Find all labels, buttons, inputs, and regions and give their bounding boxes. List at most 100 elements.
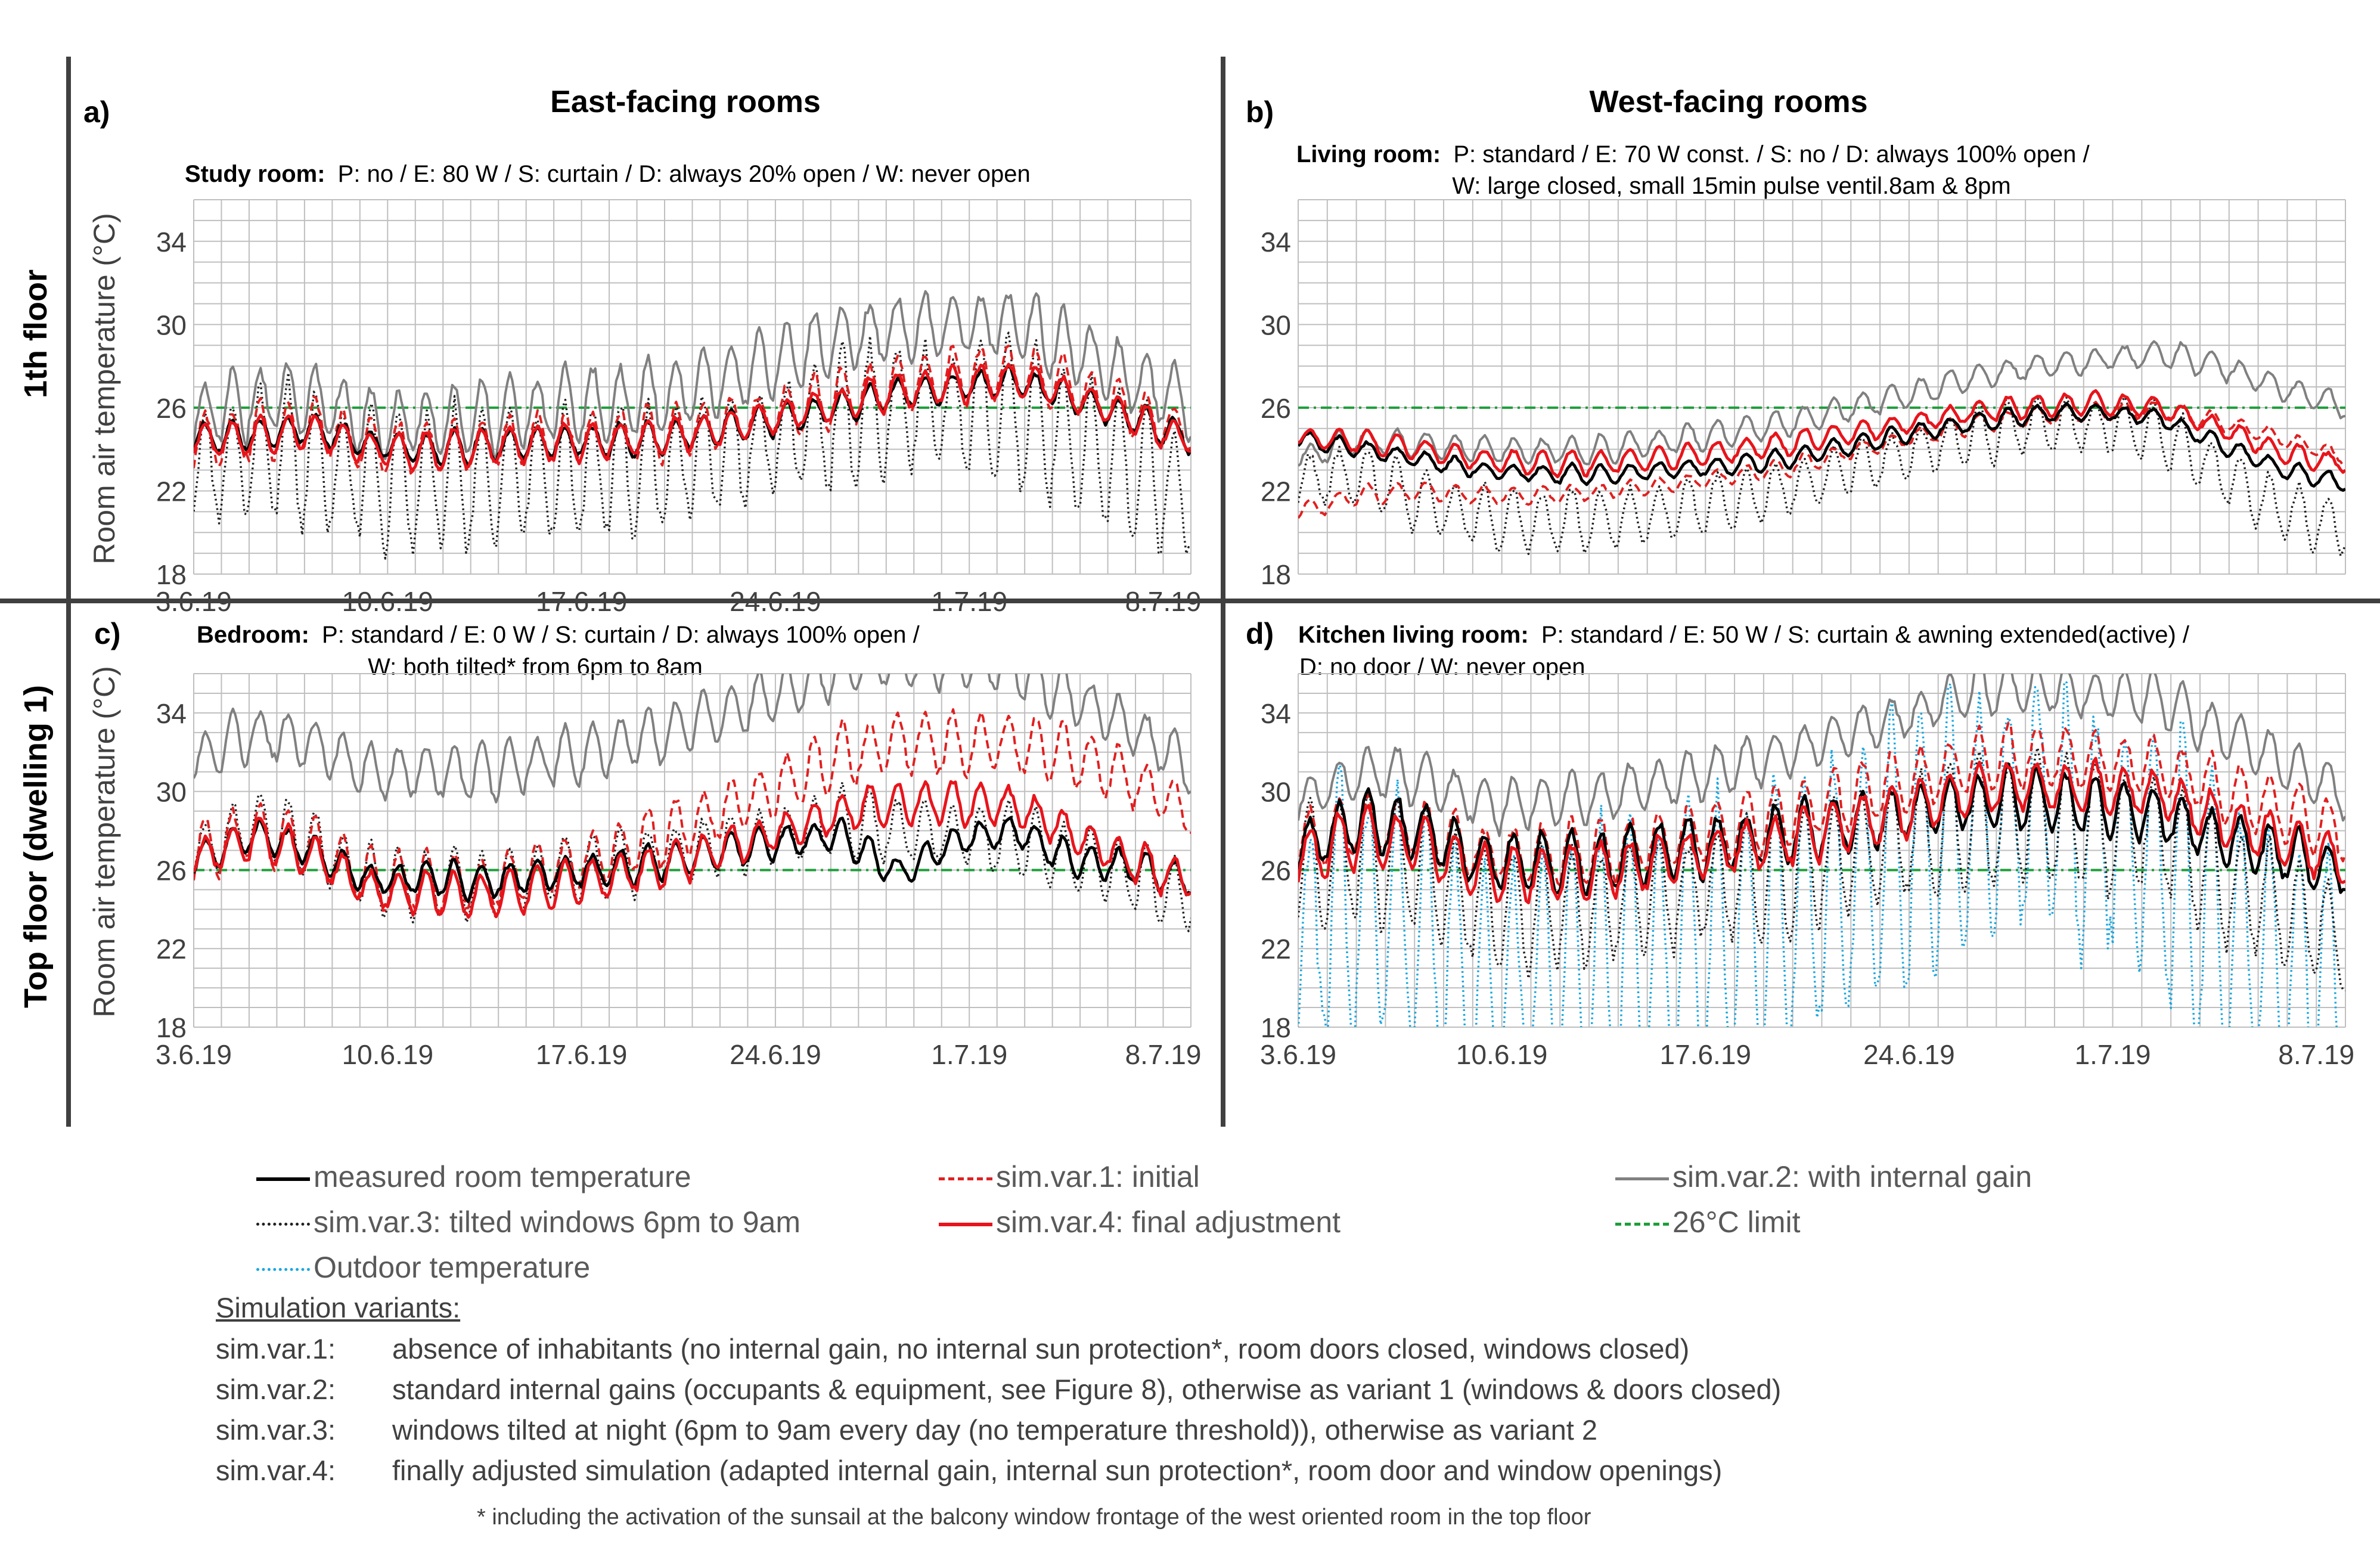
legend-label: sim.var.1: initial — [996, 1160, 1200, 1193]
room-details: Study room: P: no / E: 80 W / S: curtain… — [185, 161, 1031, 187]
y-axis-label: Room air temperature (°C) — [88, 213, 121, 565]
x-tick-label: 10.6.19 — [342, 586, 433, 617]
notes-key: sim.var.2: — [216, 1374, 336, 1405]
y-tick-label: 34 — [1261, 227, 1291, 258]
panel-b: b) West-facing rooms Living room: P: sta… — [1246, 85, 2346, 590]
room-details-line1: P: standard / E: 0 W / S: curtain / D: a… — [322, 622, 920, 648]
panel-label: b) — [1246, 95, 1274, 129]
series-line-sim-var-1-initial — [194, 708, 1191, 913]
legend-swatch — [1615, 1177, 1669, 1181]
y-tick-label: 34 — [1261, 698, 1291, 729]
legend-swatch — [256, 1223, 310, 1226]
plot-area: 18 22 26 30 34 3.6.19 10.6.19 17.6.19 24.6.19 1.7… — [156, 673, 1202, 1070]
panel-label: a) — [83, 95, 110, 129]
x-tick-label: 17.6.19 — [536, 586, 627, 617]
room-name: Kitchen living room: — [1298, 622, 1529, 648]
y-tick-label: 30 — [156, 309, 187, 340]
plot-area: 18 22 26 30 34 3.6.19 10.6.19 17.6.19 24.6.19 1.7… — [1260, 673, 2354, 1070]
series-line-sim-var-1-initial — [1298, 401, 2345, 519]
y-tick-label: 22 — [156, 934, 187, 965]
x-tick-label: 8.7.19 — [1125, 1039, 1202, 1070]
x-tick-label: 17.6.19 — [536, 1039, 627, 1070]
room-name: Bedroom: — [197, 622, 309, 648]
y-tick-label: 34 — [156, 227, 187, 258]
y-tick-label: 26 — [156, 393, 187, 424]
notes-row: sim.var.1: absence of inhabitants (no int… — [216, 1329, 1781, 1369]
series-line-sim-var-2-with-internal-gain — [194, 674, 1191, 804]
y-tick-label: 26 — [1261, 393, 1291, 424]
legend-label: Outdoor temperature — [314, 1251, 591, 1284]
x-tick-label: 10.6.19 — [342, 1039, 433, 1070]
y-tick-label: 22 — [1261, 476, 1291, 507]
series-line-sim-var-2-with-internal-gain — [1298, 674, 2345, 838]
series-line-sim-var-4-final-adjustment — [1298, 757, 2345, 904]
room-details-line2: W: large closed, small 15min pulse venti… — [1452, 173, 2010, 199]
y-tick-label: 22 — [1261, 934, 1291, 965]
simulation-notes: Simulation variants: sim.var.1: absence o… — [216, 1291, 1781, 1491]
y-tick-label: 18 — [1261, 559, 1291, 590]
x-tick-label: 1.7.19 — [931, 586, 1007, 617]
panel-c: c) Bedroom: P: standard / E: 0 W / S: cu… — [88, 617, 1201, 1070]
notes-text: absence of inhabitants (no internal gain… — [392, 1333, 1690, 1365]
notes-text: finally adjusted simulation (adapted int… — [392, 1455, 1723, 1486]
legend-item-simvar1: sim.var.1: initial — [939, 1159, 1200, 1194]
x-tick-label: 24.6.19 — [1863, 1039, 1954, 1070]
column-title: East-facing rooms — [550, 85, 821, 119]
room-details-line1: P: standard / E: 50 W / S: curtain & awn… — [1541, 622, 2190, 648]
series-line-sim-var-2-with-internal-gain — [1298, 340, 2345, 467]
legend-label: 26°C limit — [1672, 1205, 1801, 1239]
panel-d: d) Kitchen living room: P: standard / E:… — [1246, 617, 2354, 1070]
notes-row: sim.var.3: windows tilted at night (6pm t… — [216, 1410, 1781, 1450]
room-details-line1: P: standard / E: 70 W const. / S: no / D… — [1453, 141, 2090, 168]
series-line-sim-var-4-final-adjustment — [194, 362, 1191, 471]
legend-label: sim.var.4: final adjustment — [996, 1205, 1341, 1239]
y-tick-label: 18 — [156, 559, 187, 590]
series-line-sim-var-4-final-adjustment — [194, 780, 1191, 919]
legend-swatch — [1615, 1223, 1669, 1226]
y-tick-label: 22 — [156, 476, 187, 507]
x-tick-label: 24.6.19 — [730, 1039, 821, 1070]
legend-swatch — [256, 1268, 310, 1272]
y-axis-label: Room air temperature (°C) — [88, 666, 121, 1018]
room-details: Kitchen living room: P: standard / E: 50… — [1298, 622, 2190, 648]
plot-area: 18 22 26 30 34 3.6.19 10.6.19 17.6.19 24.6.19 1.7… — [156, 199, 1202, 617]
legend-item-simvar2: sim.var.2: with internal gain — [1615, 1159, 2032, 1194]
x-tick-label: 8.7.19 — [2278, 1039, 2354, 1070]
room-name: Study room: — [185, 161, 325, 187]
legend-item-measured: measured room temperature — [256, 1159, 691, 1194]
footnote: * including the activation of the sunsai… — [477, 1505, 1591, 1530]
row-label-top-floor: Top floor (dwelling 1) — [18, 685, 54, 1008]
series-line-sim-var-2-with-internal-gain — [194, 290, 1191, 460]
notes-text: windows tilted at night (6pm to 9am ever… — [392, 1414, 1597, 1446]
x-tick-label: 10.6.19 — [1456, 1039, 1547, 1070]
notes-text: standard internal gains (occupants & equ… — [392, 1374, 1782, 1405]
y-tick-label: 30 — [1261, 777, 1291, 808]
series-line-measured-room-temperature — [1298, 402, 2345, 492]
room-details-line1: P: no / E: 80 W / S: curtain / D: always… — [338, 161, 1031, 187]
series-line-outdoor-temperature — [1298, 681, 2338, 1027]
y-tick-label: 26 — [156, 855, 187, 886]
notes-key: sim.var.4: — [216, 1455, 336, 1486]
legend-item-simvar3: sim.var.3: tilted windows 6pm to 9am — [256, 1205, 800, 1239]
panel-a: a) East-facing rooms Study room: P: no /… — [83, 85, 1201, 617]
y-tick-label: 30 — [156, 777, 187, 808]
x-tick-label: 1.7.19 — [2075, 1039, 2151, 1070]
series-line-sim-var-4-final-adjustment — [1298, 389, 2345, 479]
notes-row: sim.var.2: standard internal gains (occup… — [216, 1369, 1781, 1410]
legend-item-outdoor: Outdoor temperature — [256, 1250, 590, 1285]
legend-label: sim.var.2: with internal gain — [1672, 1160, 2033, 1193]
x-tick-label: 17.6.19 — [1660, 1039, 1751, 1070]
row-label-first-floor: 1th floor — [18, 269, 54, 398]
y-tick-label: 34 — [156, 698, 187, 729]
series-line-sim-var-3-tilted-windows-6pm-to-9am — [194, 781, 1191, 932]
plot-area: 18 22 26 30 34 — [1261, 199, 2346, 590]
x-tick-label: 3.6.19 — [1260, 1039, 1336, 1070]
room-details-line2: D: no door / W: never open — [1299, 654, 1585, 680]
x-tick-label: 1.7.19 — [931, 1039, 1007, 1070]
x-tick-label: 8.7.19 — [1125, 586, 1202, 617]
x-tick-label: 3.6.19 — [156, 586, 232, 617]
room-details: Bedroom: P: standard / E: 0 W / S: curta… — [197, 622, 920, 648]
room-details: Living room: P: standard / E: 70 W const… — [1296, 141, 2090, 168]
panel-label: d) — [1246, 617, 1274, 650]
legend-label: measured room temperature — [314, 1160, 691, 1193]
